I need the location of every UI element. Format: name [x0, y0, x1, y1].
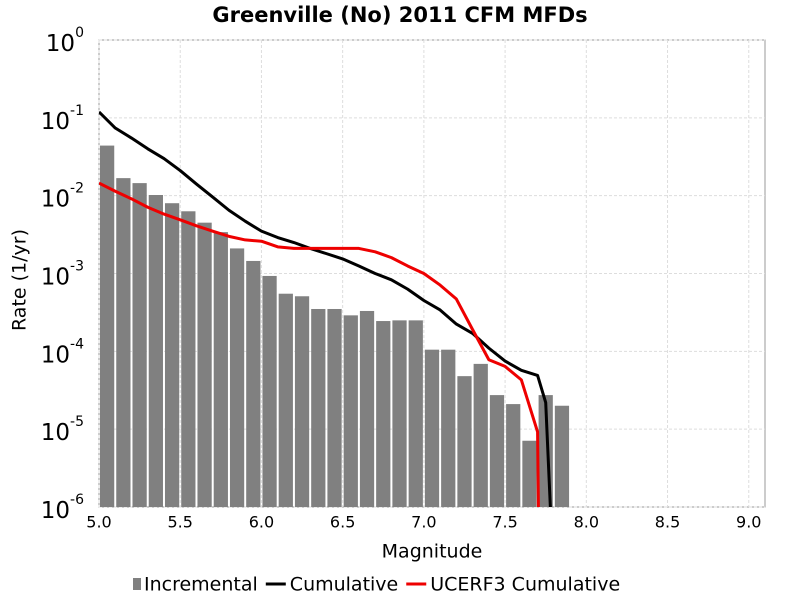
- y-tick-base: 10: [41, 342, 70, 368]
- y-tick-label: 100: [46, 25, 84, 57]
- bar: [294, 296, 310, 507]
- line: [99, 181, 540, 507]
- bar: [229, 248, 245, 507]
- y-tick-label: 10-5: [41, 414, 84, 446]
- y-axis-title: Rate (1/yr): [9, 229, 31, 331]
- y-tick-base: 10: [41, 186, 70, 212]
- bar: [522, 440, 537, 507]
- legend-label: Cumulative: [290, 574, 398, 596]
- x-tick-label: 8.5: [655, 513, 680, 532]
- y-tick-exponent: 0: [75, 25, 84, 41]
- bar: [376, 321, 391, 507]
- bar: [148, 194, 163, 507]
- bar: [116, 178, 131, 507]
- x-tick-label: 6.0: [249, 513, 274, 532]
- y-tick-base: 10: [41, 420, 70, 446]
- bar: [506, 404, 521, 507]
- x-axis-title: Magnitude: [382, 541, 483, 563]
- bar: [278, 293, 293, 507]
- bar: [408, 320, 423, 507]
- x-tick-label: 7.5: [492, 513, 517, 532]
- y-tick-base: 10: [41, 264, 70, 290]
- bar: [359, 310, 375, 507]
- bar: [197, 222, 212, 507]
- y-tick-base: 10: [46, 31, 75, 57]
- y-tick-label: 10-3: [41, 259, 84, 291]
- x-tick-label: 7.0: [411, 513, 436, 532]
- y-tick-base: 10: [41, 108, 70, 134]
- bar: [181, 211, 196, 507]
- y-tick-label: 10-6: [41, 492, 84, 524]
- y-tick-exponent: -5: [70, 414, 84, 430]
- chart-title: Greenville (No) 2011 CFM MFDs: [212, 3, 587, 27]
- y-tick-exponent: -1: [70, 103, 84, 119]
- x-tick-label: 5.0: [86, 513, 111, 532]
- bar: [246, 260, 261, 507]
- bar: [489, 395, 505, 507]
- y-tick-label: 10-1: [41, 103, 84, 135]
- line: [99, 110, 552, 507]
- bar: [100, 145, 115, 507]
- x-tick-label: 9.0: [736, 513, 761, 532]
- legend-swatch: [133, 578, 141, 590]
- y-tick-label: 10-4: [41, 336, 84, 368]
- bar: [327, 308, 342, 507]
- bar: [262, 275, 277, 507]
- bar: [132, 183, 147, 507]
- bar: [457, 376, 472, 507]
- y-tick-label: 10-2: [41, 181, 84, 213]
- y-tick-exponent: -6: [70, 492, 84, 508]
- bar: [473, 363, 488, 507]
- bar: [213, 232, 228, 507]
- bar: [311, 308, 326, 507]
- y-tick-exponent: -3: [70, 259, 84, 275]
- x-tick-label: 6.5: [330, 513, 355, 532]
- y-tick-base: 10: [41, 498, 70, 524]
- bar: [554, 405, 570, 507]
- x-tick-label: 5.5: [167, 513, 192, 532]
- legend-label: Incremental: [144, 574, 258, 596]
- legend-label: UCERF3 Cumulative: [430, 574, 620, 596]
- bar: [392, 320, 407, 507]
- y-tick-exponent: -4: [70, 336, 84, 352]
- bar: [441, 349, 456, 507]
- bar: [424, 349, 440, 507]
- bar: [164, 203, 180, 507]
- x-tick-label: 8.0: [574, 513, 599, 532]
- bar: [343, 315, 358, 507]
- y-tick-exponent: -2: [70, 181, 84, 197]
